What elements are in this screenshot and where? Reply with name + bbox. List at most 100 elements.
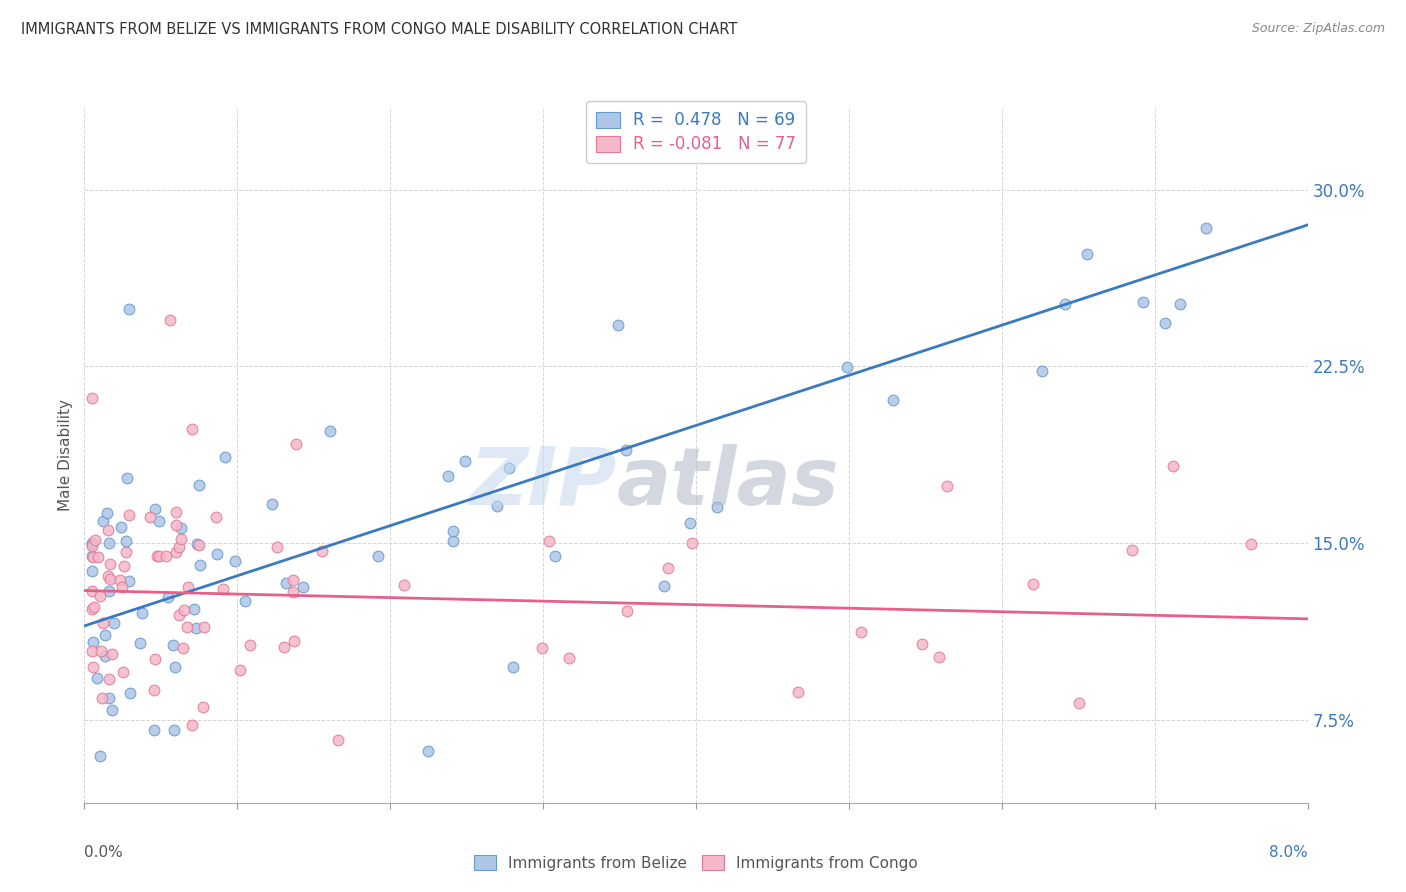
- Point: [98, 584, 121, 599]
- Point: [80, 549, 103, 563]
- Point: [214, 450, 236, 464]
- Point: [143, 651, 166, 665]
- Point: [139, 510, 162, 524]
- Point: [96, 506, 118, 520]
- Point: [142, 682, 165, 697]
- Point: [98, 536, 121, 550]
- Point: [82, 659, 104, 673]
- Point: [163, 723, 186, 738]
- Point: [90, 644, 112, 658]
- Legend: Immigrants from Belize, Immigrants from Congo: Immigrants from Belize, Immigrants from …: [467, 848, 925, 879]
- Point: [266, 540, 288, 554]
- Point: [936, 478, 959, 492]
- Point: [616, 442, 638, 457]
- Point: [91, 615, 114, 630]
- Point: [283, 634, 305, 648]
- Point: [98, 557, 121, 571]
- Point: [110, 519, 132, 533]
- Point: [657, 561, 679, 575]
- Point: [165, 545, 187, 559]
- Point: [148, 514, 170, 528]
- Point: [172, 640, 194, 655]
- Point: [87, 550, 110, 565]
- Point: [607, 318, 630, 332]
- Point: [115, 533, 138, 548]
- Point: [94, 648, 117, 663]
- Point: [177, 580, 200, 594]
- Point: [111, 665, 134, 680]
- Text: 0.0%: 0.0%: [84, 846, 124, 860]
- Point: [91, 514, 114, 528]
- Point: [485, 499, 508, 513]
- Point: [188, 558, 211, 572]
- Point: [681, 536, 703, 550]
- Point: [82, 644, 104, 658]
- Point: [108, 574, 131, 588]
- Point: [187, 538, 209, 552]
- Point: [1121, 542, 1143, 557]
- Point: [97, 691, 120, 706]
- Point: [159, 313, 181, 327]
- Point: [80, 540, 103, 554]
- Point: [181, 718, 204, 732]
- Point: [1161, 458, 1184, 473]
- Point: [1022, 577, 1045, 591]
- Point: [679, 516, 702, 531]
- Point: [1154, 316, 1177, 330]
- Point: [187, 477, 209, 491]
- Point: [91, 691, 114, 706]
- Point: [111, 580, 134, 594]
- Point: [502, 659, 524, 673]
- Point: [285, 436, 308, 450]
- Point: [262, 497, 284, 511]
- Point: [131, 606, 153, 620]
- Point: [84, 533, 107, 548]
- Point: [558, 650, 581, 665]
- Point: [103, 616, 125, 631]
- Point: [1132, 295, 1154, 310]
- Point: [652, 579, 675, 593]
- Point: [156, 590, 179, 604]
- Point: [83, 599, 105, 614]
- Point: [166, 518, 188, 533]
- Point: [498, 460, 520, 475]
- Point: [143, 502, 166, 516]
- Point: [94, 628, 117, 642]
- Point: [239, 638, 262, 652]
- Point: [115, 471, 138, 485]
- Point: [453, 453, 475, 467]
- Point: [1069, 696, 1091, 710]
- Point: [207, 547, 229, 561]
- Point: [235, 594, 257, 608]
- Point: [291, 580, 314, 594]
- Point: [1076, 247, 1098, 261]
- Point: [392, 578, 415, 592]
- Point: [1031, 364, 1053, 378]
- Point: [311, 544, 333, 558]
- Point: [186, 537, 208, 551]
- Point: [276, 575, 298, 590]
- Point: [162, 638, 184, 652]
- Point: [80, 391, 103, 405]
- Point: [80, 564, 103, 578]
- Point: [142, 723, 165, 738]
- Point: [98, 572, 121, 586]
- Point: [129, 636, 152, 650]
- Point: [89, 748, 111, 763]
- Point: [212, 582, 235, 597]
- Point: [82, 634, 104, 648]
- Point: [146, 549, 169, 563]
- Point: [531, 640, 554, 655]
- Point: [165, 505, 187, 519]
- Point: [281, 573, 304, 587]
- Point: [191, 700, 214, 714]
- Point: [115, 545, 138, 559]
- Point: [80, 537, 103, 551]
- Point: [911, 636, 934, 650]
- Point: [82, 549, 104, 564]
- Point: [441, 524, 464, 538]
- Point: [118, 302, 141, 317]
- Point: [80, 584, 103, 599]
- Text: IMMIGRANTS FROM BELIZE VS IMMIGRANTS FROM CONGO MALE DISABILITY CORRELATION CHAR: IMMIGRANTS FROM BELIZE VS IMMIGRANTS FRO…: [21, 22, 738, 37]
- Point: [181, 422, 204, 436]
